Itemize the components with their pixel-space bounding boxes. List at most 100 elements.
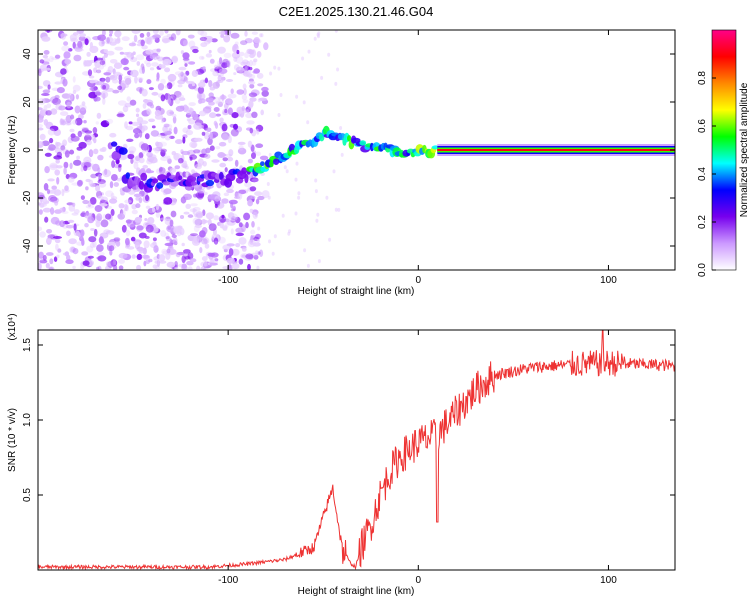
heatmap-ridge-blob (152, 178, 159, 184)
heatmap-cell (122, 105, 129, 113)
heatmap-cell (182, 52, 190, 60)
heatmap-cell (60, 68, 67, 75)
heatmap-cell (73, 209, 80, 214)
heatmap-cell (211, 38, 218, 43)
heatmap-cell (38, 85, 43, 90)
heatmap-cell (193, 224, 200, 233)
heatmap-cell (248, 100, 254, 108)
heatmap-cell (64, 150, 70, 158)
heatmap-ridge-blob (162, 181, 171, 186)
heatmap-cell (334, 207, 338, 212)
heatmap-cell (251, 31, 258, 35)
heatmap-cell (184, 256, 191, 260)
heatmap-cell (214, 122, 219, 129)
heatmap-cell (76, 30, 84, 34)
heatmap-cell (247, 158, 253, 164)
heatmap-cell (209, 262, 218, 266)
heatmap-cell (180, 71, 184, 77)
heatmap-cell (101, 40, 105, 45)
heatmap-cell (154, 114, 164, 120)
colorbar-tick-label: 0.6 (697, 119, 708, 133)
heatmap-cell (72, 41, 76, 49)
heatmap-cell (155, 141, 160, 147)
heatmap-cell (76, 48, 85, 52)
heatmap-cell (133, 193, 142, 198)
heatmap-cell (208, 92, 214, 98)
heatmap-cell (256, 238, 260, 243)
heatmap-cell (105, 190, 114, 197)
heatmap-cell (49, 162, 58, 171)
heatmap-cell (113, 237, 121, 242)
heatmap-cell (112, 89, 120, 94)
heatmap-cell (44, 166, 50, 174)
heatmap-cell (269, 71, 273, 76)
y-tick-label: -20 (22, 190, 33, 205)
heatmap-cell (247, 199, 254, 207)
heatmap-cell (228, 248, 234, 257)
heatmap-cell (210, 259, 215, 266)
heatmap-cell (160, 78, 166, 85)
heatmap-cell (178, 97, 186, 101)
heatmap-cell (197, 188, 205, 194)
heatmap-cell (118, 259, 125, 264)
heatmap-cell (38, 68, 42, 77)
heatmap-cell (183, 249, 191, 254)
heatmap-cell (46, 229, 53, 234)
heatmap-cell (78, 104, 87, 111)
heatmap-cell (107, 205, 112, 210)
heatmap-cell (75, 230, 81, 236)
heatmap-cell (113, 182, 120, 187)
heatmap-cell (73, 159, 82, 166)
heatmap-cell (88, 236, 97, 243)
heatmap-cell (187, 125, 191, 130)
heatmap-cell (237, 141, 246, 145)
colorbar-label: Normalized spectral amplitude (739, 82, 750, 217)
heatmap-cell (173, 227, 182, 234)
heatmap-cell (166, 261, 176, 268)
heatmap-cell (218, 141, 227, 147)
heatmap-band-core (437, 149, 675, 151)
heatmap-cell (340, 152, 344, 157)
heatmap-cell (50, 108, 58, 115)
heatmap-ridge-blob (260, 161, 265, 167)
colorbar-gradient (711, 29, 737, 271)
heatmap-cell (166, 33, 172, 38)
heatmap-cell (235, 55, 244, 64)
heatmap-cell (233, 72, 237, 76)
snr-background (38, 330, 675, 570)
heatmap-cell (181, 242, 185, 247)
heatmap-cell (146, 108, 151, 115)
heatmap-cell (72, 265, 76, 270)
heatmap-cell (251, 152, 256, 160)
heatmap-cell (200, 266, 206, 270)
heatmap-cell (102, 62, 107, 67)
heatmap-cell (277, 66, 281, 71)
heatmap-cell (273, 65, 277, 70)
heatmap-cell (90, 228, 95, 231)
heatmap-cell (74, 105, 81, 114)
heatmap-cell (100, 219, 109, 228)
heatmap-cell (200, 31, 208, 37)
heatmap-cell (327, 52, 331, 57)
heatmap-cell (42, 67, 51, 71)
x-tick-label: 0 (416, 575, 422, 586)
heatmap-cell (117, 100, 127, 106)
heatmap-cell (38, 262, 42, 270)
heatmap-cell (92, 127, 98, 134)
heatmap-cell (301, 56, 305, 61)
heatmap-cell (247, 69, 252, 75)
heatmap-ridge-blob (205, 179, 215, 187)
heatmap-ridge-blob (125, 172, 130, 179)
heatmap-cell (218, 236, 226, 244)
heatmap-cell (325, 195, 329, 200)
heatmap-cell (184, 76, 189, 83)
heatmap-ridge-blob (218, 171, 224, 181)
heatmap-cell (167, 226, 172, 230)
heatmap-cell (136, 61, 141, 66)
heatmap-cell (253, 58, 258, 63)
heatmap-cell (121, 224, 127, 233)
heatmap-cell (100, 120, 110, 128)
heatmap-cell (64, 59, 72, 65)
heatmap-cell (307, 49, 311, 54)
heatmap-cell (230, 32, 240, 39)
